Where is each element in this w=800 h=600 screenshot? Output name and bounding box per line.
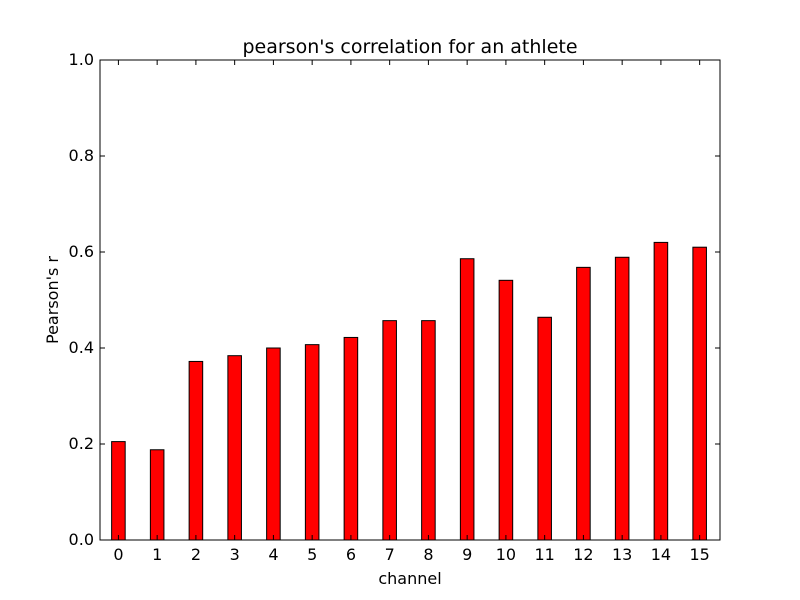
bar-channel-14 xyxy=(653,241,669,541)
bar-channel-4 xyxy=(266,347,281,541)
x-tick-label-0: 0 xyxy=(113,545,123,564)
bar-channel-6 xyxy=(343,336,359,541)
bar-channel-7 xyxy=(382,320,397,541)
x-tick-label-4: 4 xyxy=(268,545,278,564)
bar-channel-10 xyxy=(498,279,514,541)
bar-channel-15 xyxy=(692,246,707,541)
y-axis-label: Pearson's r xyxy=(43,256,62,344)
x-tick-label-1: 1 xyxy=(152,545,162,564)
plot-frame xyxy=(99,59,721,541)
chart-title: pearson's correlation for an athlete xyxy=(242,36,577,58)
x-tick-label-10: 10 xyxy=(496,545,516,564)
x-tick-label-8: 8 xyxy=(423,545,433,564)
x-tick-label-13: 13 xyxy=(612,545,632,564)
x-tick-label-7: 7 xyxy=(385,545,395,564)
ticks-layer: 0 1 2 3 4 5 6 7 8 9 10 11 12 13 14 150.00.20.40.60.81.0 xyxy=(69,50,720,564)
x-tick-label-14: 14 xyxy=(651,545,671,564)
y-tick-label-0.6: 0.6 xyxy=(69,242,94,261)
bar-channel-1 xyxy=(149,449,165,541)
bar-channel-2 xyxy=(188,360,204,541)
x-tick-label-3: 3 xyxy=(230,545,240,564)
bars-layer xyxy=(111,241,707,541)
bar-channel-5 xyxy=(304,344,320,541)
y-tick-label-0.4: 0.4 xyxy=(69,338,94,357)
y-tick-label-1.0: 1.0 xyxy=(69,50,94,69)
x-axis-label: channel xyxy=(378,569,441,588)
y-tick-label-0.8: 0.8 xyxy=(69,146,94,165)
bar-channel-8 xyxy=(421,320,436,541)
x-tick-label-5: 5 xyxy=(307,545,317,564)
bar-channel-13 xyxy=(614,256,630,541)
bar-channel-11 xyxy=(537,316,552,541)
x-tick-label-15: 15 xyxy=(689,545,709,564)
x-tick-label-6: 6 xyxy=(346,545,356,564)
x-tick-label-9: 9 xyxy=(462,545,472,564)
bar-channel-9 xyxy=(459,258,475,541)
bar-channel-0 xyxy=(111,441,126,541)
bar-channel-3 xyxy=(227,355,242,541)
x-tick-label-2: 2 xyxy=(191,545,201,564)
y-tick-label-0.2: 0.2 xyxy=(69,434,94,453)
x-tick-label-12: 12 xyxy=(573,545,593,564)
y-tick-label-0.0: 0.0 xyxy=(69,530,94,549)
bar-channel-12 xyxy=(576,266,591,541)
x-tick-label-11: 11 xyxy=(534,545,554,564)
